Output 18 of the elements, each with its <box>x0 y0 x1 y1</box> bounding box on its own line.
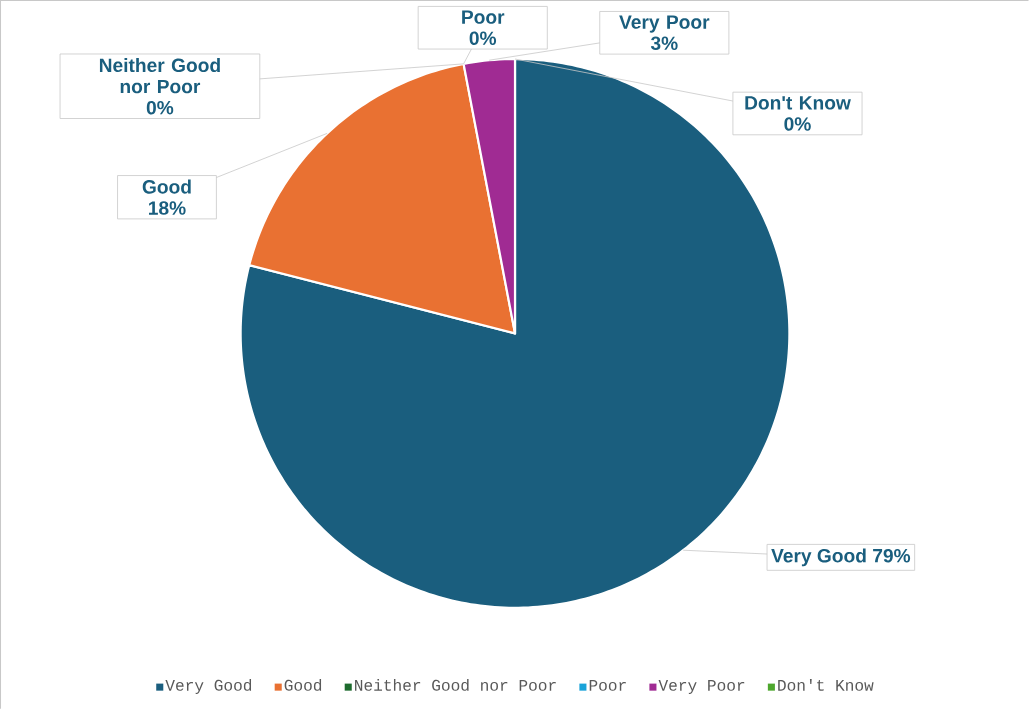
text: 0% <box>146 100 174 115</box>
legend-label: Very Good <box>165 678 252 694</box>
data-label: 79% <box>873 548 911 563</box>
legend-label: Good <box>284 678 322 691</box>
legend-label: Don't Know <box>778 678 874 691</box>
category-label: Don't Know <box>745 96 851 110</box>
data-label: 3% <box>650 36 678 50</box>
legend-label: Very Poor <box>658 679 745 694</box>
text: 0% <box>469 31 497 45</box>
slice-label: Good <box>142 179 191 194</box>
slice-label: Very Poor <box>619 15 710 33</box>
legend-label: Poor <box>589 679 626 691</box>
category-label: Neither Good nor Poor <box>99 57 220 94</box>
text: 0% <box>784 117 811 131</box>
slice-label: Very Good <box>771 548 866 567</box>
legend-label: Neither Good nor Poor <box>355 678 556 691</box>
data-label: 18% <box>149 201 186 215</box>
category-label: Poor <box>462 10 505 24</box>
